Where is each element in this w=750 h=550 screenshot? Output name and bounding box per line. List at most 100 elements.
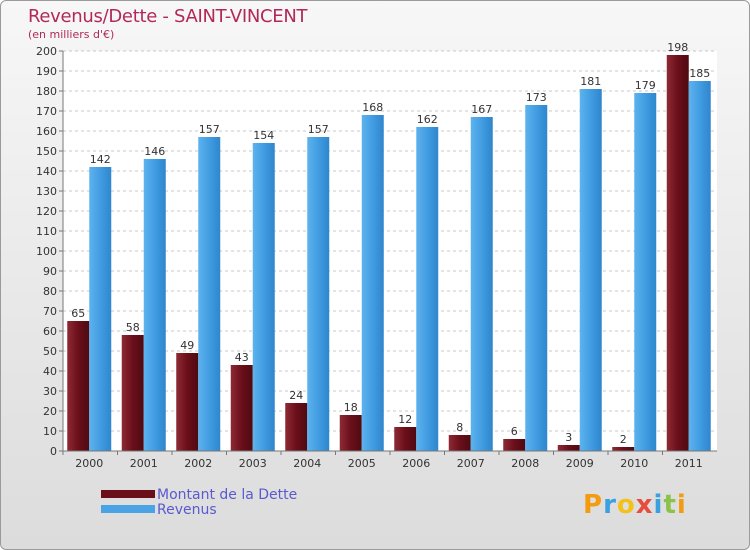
bar-revenus [252, 143, 275, 451]
bar-dette [230, 365, 253, 451]
bar-dette [612, 447, 635, 451]
bar-dette [557, 445, 580, 451]
chart-title: Revenus/Dette - SAINT-VINCENT [28, 6, 308, 27]
y-tick-label: 60 [43, 325, 57, 338]
x-tick-label: 2002 [184, 457, 212, 470]
data-label-revenus: 154 [253, 129, 274, 142]
data-label-dette: 8 [456, 421, 463, 434]
bar-revenus [361, 115, 384, 451]
y-tick-label: 50 [43, 345, 57, 358]
x-tick-label: 2001 [130, 457, 158, 470]
bar-dette [666, 55, 689, 451]
data-label-revenus: 146 [144, 145, 165, 158]
x-tick-label: 2007 [457, 457, 485, 470]
bar-revenus [143, 159, 166, 451]
legend-swatch-dette [101, 490, 155, 498]
logo-letter: r [603, 490, 617, 520]
logo-letter: i [676, 490, 687, 520]
y-tick-label: 150 [36, 145, 57, 158]
proxiti-logo: Proxiti [583, 490, 687, 520]
chart-subtitle: (en milliers d'€) [28, 28, 115, 41]
bar-revenus [525, 105, 548, 451]
data-label-revenus: 179 [635, 79, 656, 92]
y-tick-label: 200 [36, 45, 57, 58]
y-tick-label: 10 [43, 425, 57, 438]
logo-letter: x [635, 490, 654, 520]
data-label-revenus: 173 [526, 91, 547, 104]
bar-revenus [198, 137, 221, 451]
bar-dette [394, 427, 417, 451]
grid-layer: 0 10 20 30 40 50 60 70 80 90 100 110 120 130 140 150 160… [36, 45, 717, 458]
y-tick-label: 180 [36, 85, 57, 98]
bar-revenus [579, 89, 602, 451]
y-tick-label: 80 [43, 285, 57, 298]
data-label-dette: 43 [235, 351, 249, 364]
data-label-dette: 18 [344, 401, 358, 414]
bar-dette [285, 403, 308, 451]
data-label-dette: 12 [398, 413, 412, 426]
legend-swatch-revenus [101, 505, 155, 513]
bar-revenus [470, 117, 493, 451]
legend-label-revenus: Revenus [157, 502, 217, 518]
labels-layer: 65 142 2000 58 146 2001 49 157 2002 43 154 2003 24 15… [71, 41, 710, 470]
y-tick-label: 20 [43, 405, 57, 418]
bar-dette [339, 415, 362, 451]
bars-layer [67, 55, 711, 451]
data-label-dette: 3 [565, 431, 572, 444]
data-label-revenus: 157 [308, 123, 329, 136]
bar-revenus [688, 81, 711, 451]
y-tick-label: 190 [36, 65, 57, 78]
x-tick-label: 2008 [511, 457, 539, 470]
y-tick-label: 100 [36, 245, 57, 258]
bar-dette [176, 353, 199, 451]
data-label-dette: 24 [289, 389, 303, 402]
y-tick-label: 90 [43, 265, 57, 278]
logo-letter: t [663, 490, 677, 520]
logo-letter: o [616, 490, 636, 520]
x-tick-label: 2003 [239, 457, 267, 470]
logo-letter: P [583, 490, 604, 520]
x-tick-label: 2006 [402, 457, 430, 470]
y-tick-label: 40 [43, 365, 57, 378]
x-tick-label: 2000 [75, 457, 103, 470]
bar-revenus [89, 167, 112, 451]
data-label-dette: 2 [620, 433, 627, 446]
bar-revenus [634, 93, 657, 451]
y-tick-label: 120 [36, 205, 57, 218]
data-label-revenus: 168 [362, 101, 383, 114]
legend-label-dette: Montant de la Dette [157, 487, 298, 503]
data-label-dette: 6 [511, 425, 518, 438]
data-label-revenus: 181 [580, 75, 601, 88]
data-label-dette: 49 [180, 339, 194, 352]
data-label-revenus: 167 [471, 103, 492, 116]
x-tick-label: 2005 [348, 457, 376, 470]
bar-dette [67, 321, 90, 451]
y-tick-label: 170 [36, 105, 57, 118]
data-label-dette: 198 [667, 41, 688, 54]
bar-revenus [307, 137, 330, 451]
x-tick-label: 2009 [566, 457, 594, 470]
y-tick-label: 110 [36, 225, 57, 238]
data-label-revenus: 185 [689, 67, 710, 80]
bar-dette [121, 335, 144, 451]
y-tick-label: 70 [43, 305, 57, 318]
bar-revenus [416, 127, 439, 451]
x-tick-label: 2011 [675, 457, 703, 470]
data-label-revenus: 162 [417, 113, 438, 126]
y-tick-label: 130 [36, 185, 57, 198]
bar-dette [503, 439, 526, 451]
logo-letter: i [653, 490, 664, 520]
x-tick-label: 2004 [293, 457, 321, 470]
data-label-dette: 58 [126, 321, 140, 334]
data-label-dette: 65 [71, 307, 85, 320]
x-tick-label: 2010 [620, 457, 648, 470]
data-label-revenus: 142 [90, 153, 111, 166]
y-tick-label: 140 [36, 165, 57, 178]
y-tick-label: 0 [50, 445, 57, 458]
data-label-revenus: 157 [199, 123, 220, 136]
y-tick-label: 30 [43, 385, 57, 398]
y-tick-label: 160 [36, 125, 57, 138]
bar-dette [448, 435, 471, 451]
